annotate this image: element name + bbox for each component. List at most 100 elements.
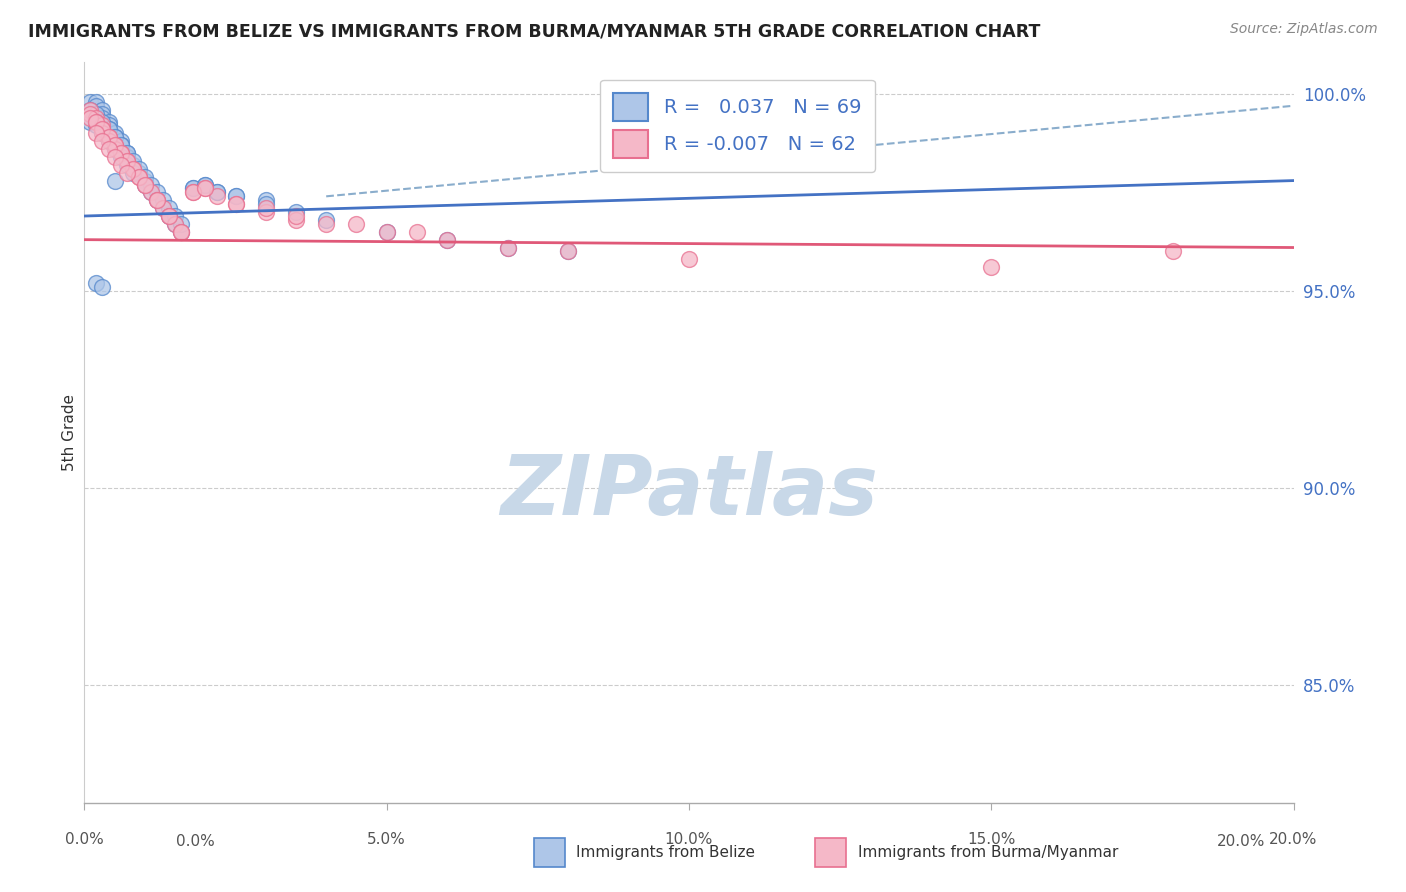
Point (496, 241, 519, 255)
Point (207, 186, 229, 200)
Point (121, 161, 143, 176)
Point (225, 189, 247, 203)
Text: Immigrants from Burma/Myanmar: Immigrants from Burma/Myanmar (858, 846, 1118, 860)
Point (496, 241, 519, 255)
Point (152, 201, 174, 215)
Point (110, 138, 132, 153)
Point (97, 122, 120, 136)
Point (170, 225, 193, 239)
Point (91, 122, 114, 136)
Point (1161, 244, 1184, 259)
Point (115, 150, 138, 164)
Point (139, 186, 162, 200)
Point (104, 126, 127, 140)
Point (170, 225, 193, 239)
Point (194, 178, 217, 192)
Point (97, 130, 120, 145)
Text: ZIPatlas: ZIPatlas (501, 451, 877, 533)
Point (134, 173, 156, 187)
Point (104, 142, 127, 156)
Point (91, 126, 114, 140)
Text: Immigrants from Belize: Immigrants from Belize (576, 846, 755, 860)
Point (285, 209, 308, 223)
Text: 10.0%: 10.0% (665, 832, 713, 847)
Point (128, 166, 150, 180)
Point (157, 209, 180, 223)
Point (146, 186, 169, 200)
Point (128, 169, 150, 184)
Point (97, 122, 120, 136)
Point (121, 153, 143, 168)
Text: IMMIGRANTS FROM BELIZE VS IMMIGRANTS FROM BURMA/MYANMAR 5TH GRADE CORRELATION CH: IMMIGRANTS FROM BELIZE VS IMMIGRANTS FRO… (28, 22, 1040, 40)
Point (110, 146, 132, 161)
Point (146, 194, 169, 208)
Point (678, 252, 700, 267)
Point (254, 194, 277, 208)
Point (91, 280, 114, 294)
Point (134, 178, 156, 192)
Point (146, 194, 169, 208)
Point (194, 181, 217, 195)
Point (110, 146, 132, 161)
Point (91, 114, 114, 128)
Point (115, 166, 138, 180)
Point (91, 134, 114, 148)
Point (104, 130, 127, 145)
Point (79, 103, 101, 117)
Point (115, 153, 138, 168)
Point (104, 173, 127, 187)
Point (254, 197, 277, 211)
Point (157, 201, 180, 215)
Point (557, 244, 579, 259)
Point (97, 114, 120, 128)
Point (980, 260, 1002, 275)
Point (121, 161, 143, 176)
Point (97, 142, 120, 156)
Point (91, 103, 114, 117)
Point (86, 276, 108, 290)
Point (375, 225, 398, 239)
Point (436, 233, 458, 247)
Point (181, 186, 204, 200)
Point (91, 122, 114, 136)
Point (152, 201, 174, 215)
Text: 20.0%: 20.0% (1218, 834, 1265, 848)
Point (225, 197, 247, 211)
Point (110, 150, 132, 164)
Point (170, 225, 193, 239)
Point (115, 146, 138, 161)
Point (86, 126, 108, 140)
Point (97, 130, 120, 145)
Point (79, 114, 101, 128)
Point (157, 209, 180, 223)
Point (406, 225, 429, 239)
Point (79, 103, 101, 117)
Point (115, 146, 138, 161)
Point (375, 225, 398, 239)
Point (115, 158, 138, 172)
Point (104, 142, 127, 156)
Point (79, 95, 101, 109)
Point (157, 209, 180, 223)
Legend: R =   0.037   N = 69, R = -0.007   N = 62: R = 0.037 N = 69, R = -0.007 N = 62 (600, 79, 875, 171)
Point (110, 138, 132, 153)
Point (194, 178, 217, 192)
Point (91, 111, 114, 125)
Point (152, 194, 174, 208)
Point (194, 181, 217, 195)
Point (104, 138, 127, 153)
Point (181, 186, 204, 200)
Point (121, 161, 143, 176)
Point (165, 217, 187, 231)
Point (165, 217, 187, 231)
Point (104, 130, 127, 145)
Point (79, 111, 101, 125)
Text: Source: ZipAtlas.com: Source: ZipAtlas.com (1230, 22, 1378, 37)
Point (97, 134, 120, 148)
Point (86, 114, 108, 128)
Point (86, 114, 108, 128)
Point (285, 213, 308, 227)
Point (346, 217, 368, 231)
Point (128, 169, 150, 184)
Point (91, 126, 114, 140)
